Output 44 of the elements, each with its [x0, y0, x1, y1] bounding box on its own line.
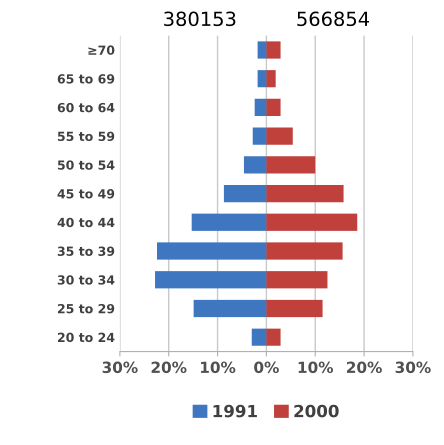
bar [252, 128, 266, 145]
y-tick-label: 40 to 44 [58, 218, 114, 228]
bar [266, 242, 343, 260]
bar [244, 156, 266, 174]
bar [266, 128, 293, 145]
y-tick-label: 55 to 59 [58, 132, 114, 142]
x-tick-label: 30% [102, 362, 138, 374]
bar [266, 300, 323, 318]
x-tick-label: 10% [201, 362, 236, 374]
bar [266, 214, 358, 231]
y-tick-label: 35 to 39 [58, 246, 114, 256]
bar [157, 242, 266, 260]
bar [266, 156, 316, 174]
y-tick-label: 20 to 24 [58, 332, 114, 342]
bar [266, 271, 328, 288]
bar [254, 98, 266, 116]
text: 380153 [164, 11, 236, 26]
x-tick-label: 10% [298, 362, 334, 374]
bar [155, 271, 266, 288]
y-tick-label: 50 to 54 [58, 160, 114, 170]
legend-label: 2000 [294, 404, 339, 418]
y-tick-label: 60 to 64 [58, 102, 114, 112]
x-tick-label: 30% [396, 362, 431, 374]
bar [266, 98, 281, 116]
bar [192, 214, 266, 231]
x-tick-label: 20% [347, 362, 382, 374]
bar [252, 328, 266, 346]
bar [258, 70, 266, 88]
bar [266, 328, 281, 346]
bar [266, 70, 276, 88]
y-tick-label: 65 to 69 [58, 74, 114, 84]
bar [266, 184, 344, 202]
y-tick-label: 25 to 29 [58, 304, 114, 314]
legend-label: 1991 [214, 404, 257, 418]
bar [224, 184, 266, 202]
y-tick-label: 30 to 34 [58, 275, 114, 285]
x-tick-label: 0% [254, 362, 279, 374]
bar [266, 41, 281, 59]
bar [258, 41, 266, 59]
text: 566854 [297, 11, 370, 26]
y-tick-label: 45 to 49 [58, 189, 114, 198]
y-tick-label: ≥70 [88, 45, 114, 55]
x-tick-label: 20% [152, 362, 187, 374]
bar [194, 300, 266, 318]
